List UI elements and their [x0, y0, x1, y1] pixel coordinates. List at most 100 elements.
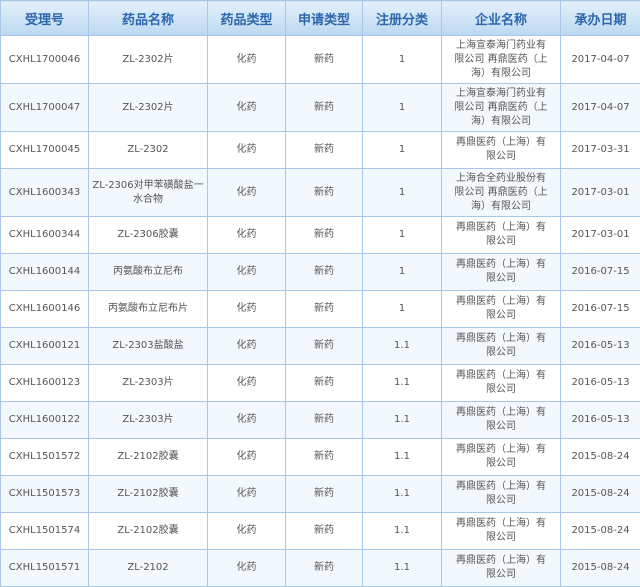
cell-drug-name: 丙氨酸布立尼布 [89, 254, 208, 291]
cell-registration-class: 1.1 [363, 550, 442, 587]
cell-company-name: 再鼎医药（上海）有限公司 [442, 439, 561, 476]
cell-acceptance-no: CXHL1700047 [1, 84, 89, 132]
cell-date: 2015-08-24 [561, 550, 640, 587]
cell-acceptance-no: CXHL1600344 [1, 217, 89, 254]
cell-company-name: 再鼎医药（上海）有限公司 [442, 291, 561, 328]
cell-company-name: 再鼎医药（上海）有限公司 [442, 402, 561, 439]
cell-drug-name: ZL-2303盐酸盐 [89, 328, 208, 365]
cell-company-name: 再鼎医药（上海）有限公司 [442, 550, 561, 587]
cell-company-name: 再鼎医药（上海）有限公司 [442, 328, 561, 365]
cell-drug-type: 化药 [208, 254, 286, 291]
cell-drug-name: ZL-2102胶囊 [89, 476, 208, 513]
cell-application-type: 新药 [286, 476, 363, 513]
cell-acceptance-no: CXHL1501571 [1, 550, 89, 587]
cell-registration-class: 1 [363, 84, 442, 132]
cell-drug-type: 化药 [208, 513, 286, 550]
cell-date: 2017-03-01 [561, 217, 640, 254]
cell-registration-class: 1.1 [363, 402, 442, 439]
cell-acceptance-no: CXHL1600123 [1, 365, 89, 402]
cell-registration-class: 1.1 [363, 365, 442, 402]
cell-company-name: 上海合全药业股份有限公司 再鼎医药（上海）有限公司 [442, 169, 561, 217]
cell-date: 2015-08-24 [561, 476, 640, 513]
cell-application-type: 新药 [286, 291, 363, 328]
cell-drug-name: ZL-2302 [89, 132, 208, 169]
cell-drug-name: ZL-2102胶囊 [89, 513, 208, 550]
cell-drug-type: 化药 [208, 217, 286, 254]
cell-date: 2016-05-13 [561, 328, 640, 365]
header-drug-name: 药品名称 [89, 1, 208, 36]
cell-date: 2016-05-13 [561, 402, 640, 439]
header-company-name: 企业名称 [442, 1, 561, 36]
cell-drug-type: 化药 [208, 36, 286, 84]
cell-drug-type: 化药 [208, 550, 286, 587]
cell-registration-class: 1 [363, 36, 442, 84]
cell-date: 2017-04-07 [561, 84, 640, 132]
cell-drug-name: ZL-2102 [89, 550, 208, 587]
cell-company-name: 再鼎医药（上海）有限公司 [442, 513, 561, 550]
cell-date: 2017-03-31 [561, 132, 640, 169]
cell-application-type: 新药 [286, 169, 363, 217]
cell-acceptance-no: CXHL1700046 [1, 36, 89, 84]
cell-application-type: 新药 [286, 439, 363, 476]
cell-application-type: 新药 [286, 132, 363, 169]
header-registration-class: 注册分类 [363, 1, 442, 36]
header-row: 受理号 药品名称 药品类型 申请类型 注册分类 企业名称 承办日期 [1, 1, 640, 36]
cell-registration-class: 1.1 [363, 513, 442, 550]
cell-drug-name: ZL-2303片 [89, 365, 208, 402]
header-acceptance-no: 受理号 [1, 1, 89, 36]
cell-registration-class: 1 [363, 291, 442, 328]
cell-registration-class: 1.1 [363, 439, 442, 476]
cell-registration-class: 1 [363, 254, 442, 291]
cell-company-name: 再鼎医药（上海）有限公司 [442, 476, 561, 513]
cell-drug-name: ZL-2306对甲苯磺酸盐一水合物 [89, 169, 208, 217]
cell-drug-name: ZL-2102胶囊 [89, 439, 208, 476]
cell-company-name: 再鼎医药（上海）有限公司 [442, 254, 561, 291]
cell-application-type: 新药 [286, 550, 363, 587]
cell-drug-name: ZL-2302片 [89, 84, 208, 132]
cell-acceptance-no: CXHL1501573 [1, 476, 89, 513]
cell-company-name: 再鼎医药（上海）有限公司 [442, 132, 561, 169]
cell-drug-name: 丙氨酸布立尼布片 [89, 291, 208, 328]
cell-application-type: 新药 [286, 217, 363, 254]
cell-company-name: 上海宣泰海门药业有限公司 再鼎医药（上海）有限公司 [442, 84, 561, 132]
cell-acceptance-no: CXHL1600343 [1, 169, 89, 217]
cell-registration-class: 1.1 [363, 328, 442, 365]
cell-date: 2016-07-15 [561, 291, 640, 328]
cell-application-type: 新药 [286, 513, 363, 550]
cell-date: 2017-04-07 [561, 36, 640, 84]
cell-application-type: 新药 [286, 36, 363, 84]
cell-drug-type: 化药 [208, 291, 286, 328]
cell-drug-name: ZL-2302片 [89, 36, 208, 84]
cell-acceptance-no: CXHL1600146 [1, 291, 89, 328]
cell-drug-type: 化药 [208, 439, 286, 476]
cell-company-name: 再鼎医药（上海）有限公司 [442, 365, 561, 402]
cell-acceptance-no: CXHL1600121 [1, 328, 89, 365]
header-date: 承办日期 [561, 1, 640, 36]
cell-date: 2017-03-01 [561, 169, 640, 217]
cell-application-type: 新药 [286, 365, 363, 402]
cell-drug-type: 化药 [208, 169, 286, 217]
cell-company-name: 再鼎医药（上海）有限公司 [442, 217, 561, 254]
cell-drug-type: 化药 [208, 132, 286, 169]
cell-date: 2016-05-13 [561, 365, 640, 402]
header-drug-type: 药品类型 [208, 1, 286, 36]
cell-acceptance-no: CXHL1700045 [1, 132, 89, 169]
cell-acceptance-no: CXHL1600144 [1, 254, 89, 291]
cell-registration-class: 1.1 [363, 476, 442, 513]
cell-drug-type: 化药 [208, 476, 286, 513]
cell-application-type: 新药 [286, 84, 363, 132]
cell-application-type: 新药 [286, 402, 363, 439]
cell-drug-type: 化药 [208, 328, 286, 365]
cell-date: 2015-08-24 [561, 439, 640, 476]
cell-registration-class: 1 [363, 132, 442, 169]
cell-drug-type: 化药 [208, 84, 286, 132]
